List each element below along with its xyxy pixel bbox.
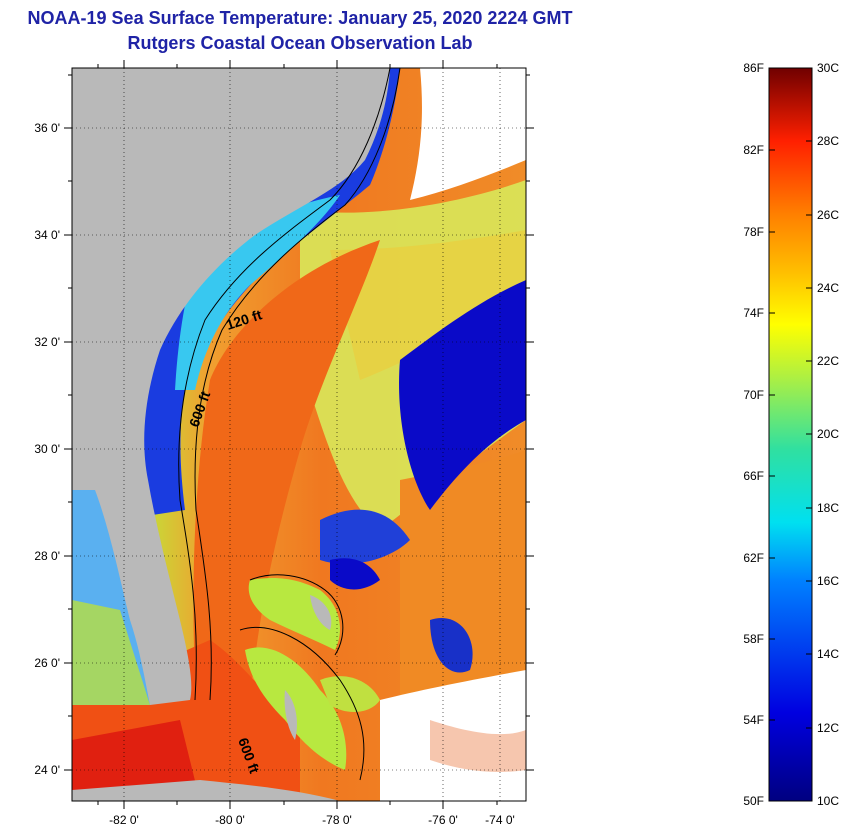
map-title: NOAA-19 Sea Surface Temperature: January… (27, 8, 573, 28)
colorbar-f-label: 82F (743, 143, 764, 157)
colorbar-c-label: 12C (817, 721, 839, 735)
map-frame (71, 67, 527, 802)
lat-label: 30 0' (34, 442, 60, 456)
lat-label: 24 0' (34, 763, 60, 777)
lon-label: -74 0' (485, 813, 515, 827)
colorbar-c-label: 16C (817, 574, 839, 588)
map-subtitle: Rutgers Coastal Ocean Observation Lab (127, 33, 473, 53)
lon-label: -82 0' (109, 813, 139, 827)
colorbar-f-ticks (769, 149, 775, 721)
horizontal-ticks (97, 60, 498, 809)
lat-label: 28 0' (34, 549, 60, 563)
colorbar-c-label: 30C (817, 61, 839, 75)
lon-label: -78 0' (322, 813, 352, 827)
land-mass (72, 68, 390, 705)
colorbar-f-label: 78F (743, 225, 764, 239)
lat-label: 34 0' (34, 228, 60, 242)
colorbar-c-label: 20C (817, 427, 839, 441)
sst-image (72, 68, 526, 801)
left-ticks (64, 74, 72, 771)
lon-label: -80 0' (215, 813, 245, 827)
colorbar-f-label: 74F (743, 306, 764, 320)
lat-label: 36 0' (34, 121, 60, 135)
lat-label: 26 0' (34, 656, 60, 670)
colorbar-c-label: 26C (817, 208, 839, 222)
colorbar-f-label: 86F (743, 61, 764, 75)
right-ticks (526, 74, 534, 771)
colorbar-f-label: 62F (743, 551, 764, 565)
colorbar-c-label: 14C (817, 647, 839, 661)
colorbar-c-label: 18C (817, 501, 839, 515)
colorbar-f-label: 70F (743, 388, 764, 402)
colorbar-f-label: 50F (743, 794, 764, 808)
colorbar-c-ticks (806, 140, 812, 729)
lon-label: -76 0' (428, 813, 458, 827)
lat-label: 32 0' (34, 335, 60, 349)
colorbar-c-label: 22C (817, 354, 839, 368)
colorbar-c-label: 24C (817, 281, 839, 295)
colorbar-f-label: 66F (743, 469, 764, 483)
colorbar-f-label: 54F (743, 713, 764, 727)
colorbar (768, 67, 813, 802)
colorbar-c-label: 10C (817, 794, 839, 808)
colorbar-c-label: 28C (817, 134, 839, 148)
colorbar-f-label: 58F (743, 632, 764, 646)
